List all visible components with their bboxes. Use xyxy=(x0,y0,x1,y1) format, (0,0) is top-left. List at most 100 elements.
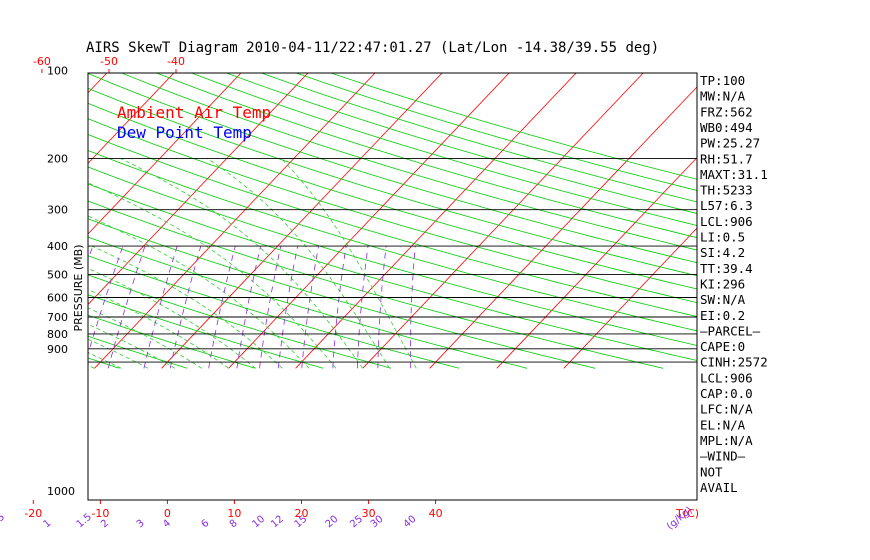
dry-adiabat-line xyxy=(88,200,664,369)
data-layer xyxy=(0,71,37,362)
mixing-ratio-label: 1 xyxy=(41,518,53,531)
mixing-ratio-line xyxy=(301,246,319,369)
index-entry: LCL:906 xyxy=(700,370,753,385)
index-entry: SW:N/A xyxy=(700,292,746,307)
index-entry: FRZ:562 xyxy=(700,104,753,119)
pressure-tick-label: 100 xyxy=(47,65,68,78)
dry-adiabat-line xyxy=(88,73,697,264)
dry-adiabat-line xyxy=(88,218,596,369)
dry-adiabat-line xyxy=(88,102,697,290)
bottom-temp-tick-label: -10 xyxy=(91,507,109,520)
pressure-tick-label: 400 xyxy=(47,240,68,253)
mixing-ratio-line xyxy=(208,246,236,369)
index-entry: —PARCEL— xyxy=(700,323,761,338)
pressure-tick-label: 300 xyxy=(47,204,68,217)
index-entry: AVAIL xyxy=(700,480,738,495)
dry-adiabat-line xyxy=(294,73,697,191)
mixing-ratio-line xyxy=(169,245,202,369)
dry-adiabat-line xyxy=(225,73,697,214)
index-entry: RH:51.7 xyxy=(700,151,753,166)
isotherm-line xyxy=(0,71,42,369)
isotherm-line xyxy=(295,73,577,369)
dry-adiabat-line xyxy=(190,73,697,226)
dry-adiabat-line xyxy=(0,71,51,369)
index-entry: MW:N/A xyxy=(700,89,746,104)
index-entry: SI:4.2 xyxy=(700,245,745,260)
mixing-ratio-label: 40 xyxy=(402,514,419,531)
mixing-ratio-line xyxy=(143,245,178,369)
index-entry: LCL:906 xyxy=(700,214,753,229)
mixing-ratio-line xyxy=(410,246,416,369)
tropopause-temperature-segment xyxy=(0,71,37,131)
legend-dewpoint: Dew Point Temp xyxy=(117,123,252,142)
mixing-ratio-label: 12 xyxy=(269,514,286,531)
dry-adiabat-line xyxy=(88,335,188,369)
mixing-ratio-line xyxy=(259,246,282,369)
moist-adiabat-line xyxy=(88,182,337,369)
bottom-temp-tick-label: 40 xyxy=(429,507,443,520)
surface-temperature-segment xyxy=(6,346,13,357)
dry-adiabat-line xyxy=(88,166,697,346)
index-entry: EL:N/A xyxy=(700,417,746,432)
index-entry: MPL:N/A xyxy=(700,433,753,448)
index-panel: TP:100MW:N/AFRZ:562WB0:494PW:25.27RH:51.… xyxy=(700,73,768,495)
mixing-ratio-line xyxy=(332,246,347,369)
top-temp-tick-label: -50 xyxy=(100,55,118,68)
moist-adiabat-line xyxy=(88,307,203,369)
dry-adiabat-line xyxy=(120,73,697,251)
moist-adiabat-line xyxy=(88,323,176,369)
moist-adiabat-line xyxy=(120,158,364,369)
isotherm-line xyxy=(88,73,309,306)
dry-adiabat-line xyxy=(329,73,697,180)
index-entry: CINH:2572 xyxy=(700,355,768,370)
dry-adiabat-line xyxy=(88,134,697,317)
index-entry: —WIND— xyxy=(700,449,746,464)
moist-adiabat-line xyxy=(88,267,256,369)
index-entry: KI:296 xyxy=(700,277,745,292)
index-entry: WB0:494 xyxy=(700,120,753,135)
dry-adiabat-line xyxy=(88,150,697,332)
top-temp-tick-label: -60 xyxy=(33,55,51,68)
pressure-tick-label: 800 xyxy=(47,328,68,341)
moist-adiabat-line xyxy=(88,215,310,369)
pressure-tick-label: 200 xyxy=(47,152,68,165)
index-entry: NOT xyxy=(700,464,723,479)
bottom-temp-tick-label: -20 xyxy=(24,507,42,520)
isotherm-line xyxy=(563,227,697,369)
plot-frame xyxy=(87,72,698,501)
mixing-ratio-label: 2 xyxy=(99,518,111,531)
mixing-ratio-line xyxy=(277,246,298,369)
moist-adiabat-line xyxy=(280,158,417,369)
index-entry: TH:5233 xyxy=(700,183,753,198)
bottom-temp-tick-label: 10 xyxy=(227,507,241,520)
dry-adiabat-line xyxy=(88,314,256,369)
index-entry: TP:100 xyxy=(700,73,745,88)
index-entry: LFC:N/A xyxy=(700,402,753,417)
index-entry: MAXT:31.1 xyxy=(700,167,768,182)
mixing-ratio-label: 10 xyxy=(250,514,267,531)
mixing-ratio-line xyxy=(377,246,387,369)
x-axis-unit-label: T(C) xyxy=(675,507,699,520)
mixing-ratio-label: 6 xyxy=(199,518,211,531)
isotherm-line xyxy=(88,73,242,235)
bottom-temp-tick-label: 0 xyxy=(164,507,171,520)
dry-adiabat-line xyxy=(88,236,528,369)
index-entry: EI:0.2 xyxy=(700,308,745,323)
isotherm-line xyxy=(429,86,697,369)
mixing-ratio-line xyxy=(107,245,146,369)
mixing-ratio-line xyxy=(88,245,124,356)
bottom-temp-tick-label: 20 xyxy=(295,507,309,520)
pressure-tick-label: 600 xyxy=(47,292,68,305)
index-entry: L57:6.3 xyxy=(700,198,753,213)
pressure-tick-label: 900 xyxy=(47,343,68,356)
index-entry: PW:25.27 xyxy=(700,136,760,151)
mixing-ratio-label: 20 xyxy=(324,514,341,531)
mixing-ratio-label: 0.5 xyxy=(0,512,7,531)
dry-adiabat-line xyxy=(260,73,697,203)
moist-adiabat-line xyxy=(206,158,390,369)
index-entry: LI:0.5 xyxy=(700,230,745,245)
y-axis-label: PRESSURE (MB) xyxy=(72,245,85,332)
temperature-profile-line xyxy=(0,71,37,362)
isotherm-line xyxy=(362,73,644,369)
